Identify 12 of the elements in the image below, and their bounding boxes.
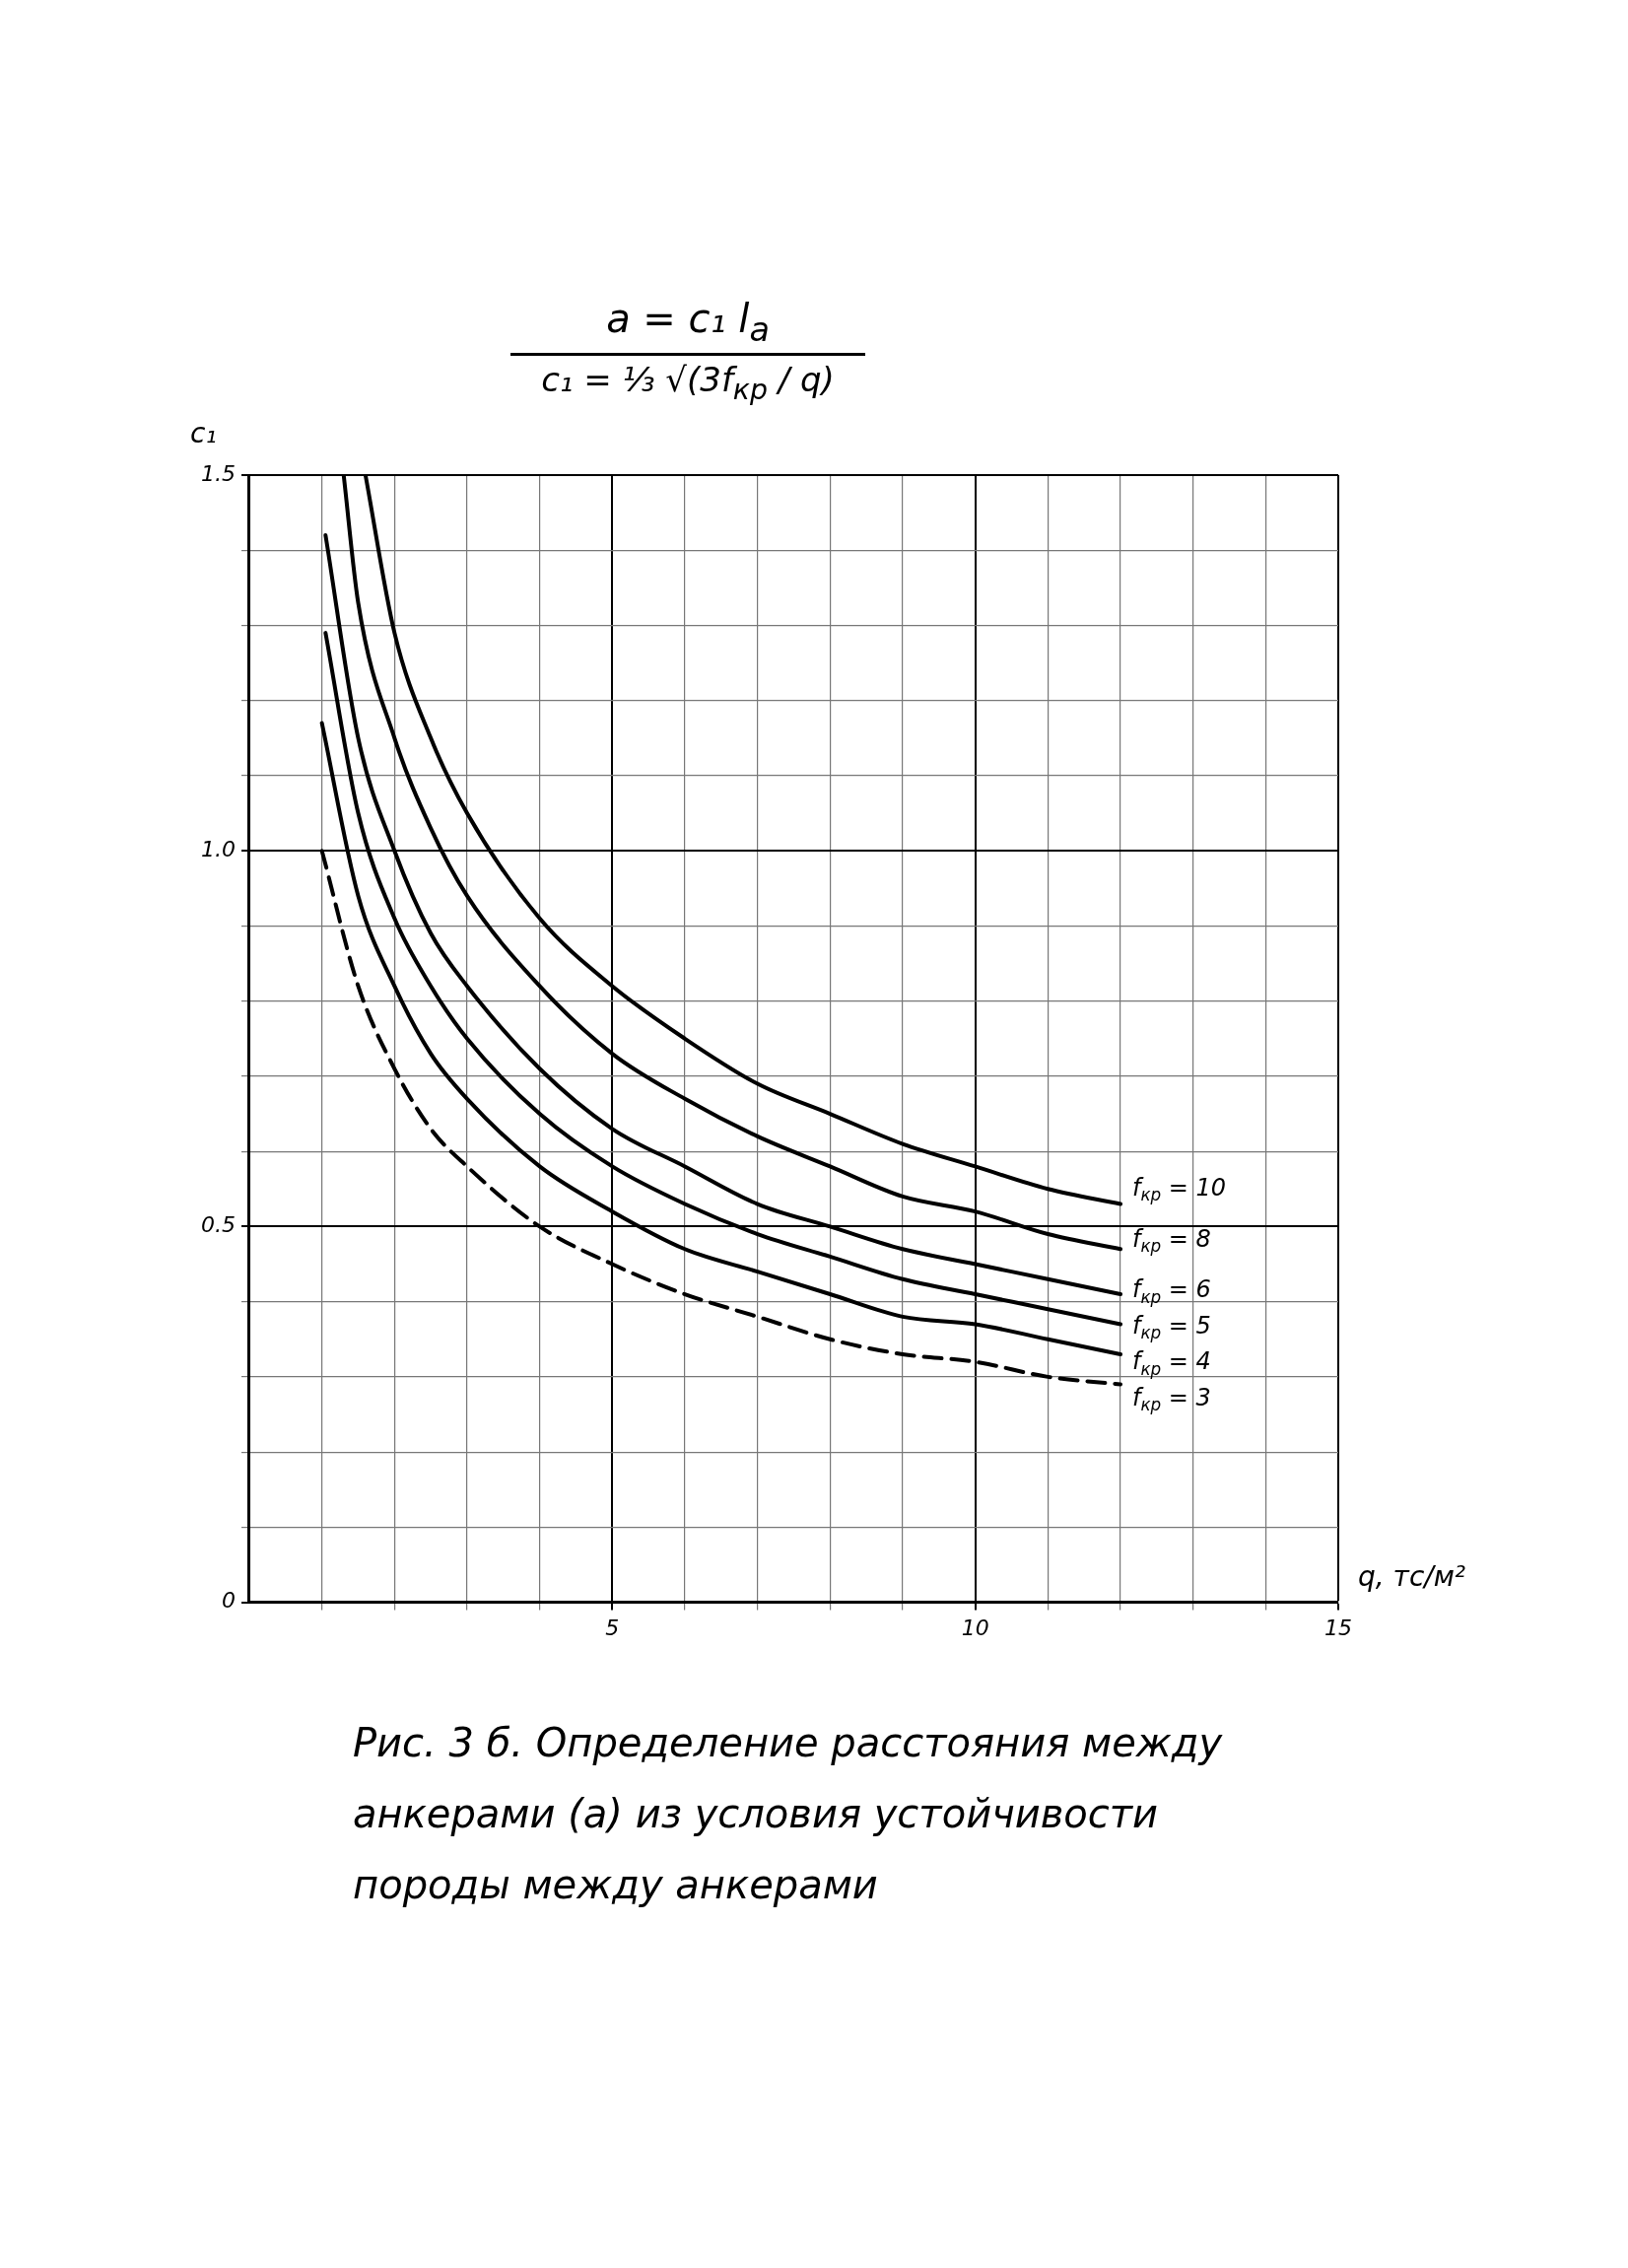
x-axis-title: q, тс/м² — [1358, 1559, 1466, 1593]
y-tick-label: 1.0 — [200, 836, 236, 861]
x-tick-label: 15 — [1324, 1615, 1352, 1640]
y-axis-title: c₁ — [189, 417, 217, 450]
chart-subtitle: c₁ = ⅓ √(3f$_{кр}$ / q) — [540, 359, 836, 406]
x-tick-label: 10 — [961, 1615, 989, 1640]
y-tick-label: 0 — [221, 1588, 236, 1614]
y-tick-label: 0.5 — [200, 1211, 236, 1237]
chart-title: a = c₁ l$_{a}$ — [510, 296, 865, 356]
y-tick-label: 1.5 — [200, 460, 236, 486]
text: Рис. 3 б. Определение расстояния между анкерами (а) из условия устойчивости породы между анкерами — [353, 1718, 1224, 1909]
x-tick-label: 5 — [605, 1615, 620, 1640]
